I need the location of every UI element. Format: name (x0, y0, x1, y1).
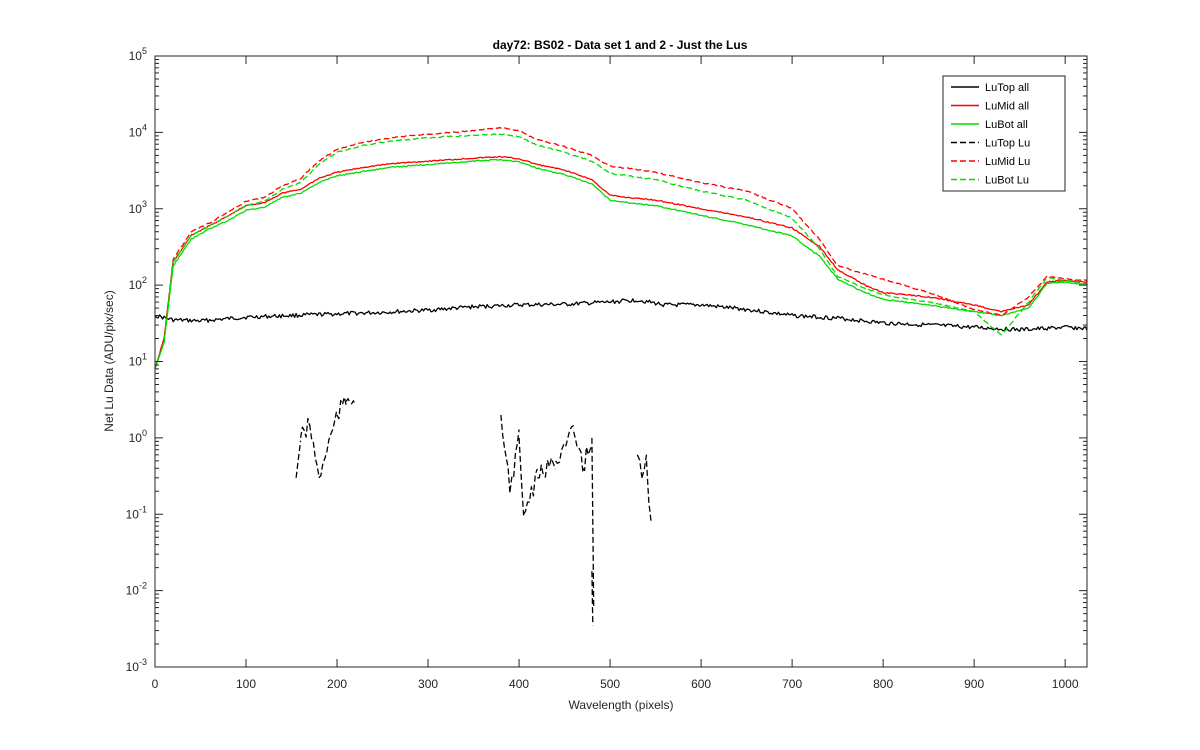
x-tick-label: 300 (418, 677, 438, 691)
x-tick-label: 600 (691, 677, 711, 691)
series-line-2 (154, 158, 1088, 370)
axes-layer: 0 100 200 300 400 500 600 700 800 900 100010-310-2… (126, 46, 1087, 691)
legend-entry: LuMid Lu (985, 156, 1030, 168)
x-tick-label: 900 (964, 677, 984, 691)
series-line-4 (154, 126, 1088, 370)
legend-entry: LuTop all (985, 82, 1029, 94)
legend-entry: LuMid all (985, 101, 1029, 113)
chart-title: day72: BS02 - Data set 1 and 2 - Just th… (493, 38, 748, 52)
legend-entry: LuBot all (985, 119, 1028, 131)
x-axis-label: Wavelength (pixels) (569, 698, 674, 712)
x-tick-label: 200 (327, 677, 347, 691)
series-line-3 (295, 396, 652, 626)
x-tick-label: 0 (152, 677, 159, 691)
series-line-0 (154, 298, 1088, 332)
series-layer (154, 126, 1088, 626)
x-tick-label: 700 (782, 677, 802, 691)
series-line-1 (154, 155, 1088, 370)
x-tick-label: 500 (600, 677, 620, 691)
x-tick-label: 800 (873, 677, 893, 691)
x-tick-label: 400 (509, 677, 529, 691)
series-line-5 (154, 133, 1087, 370)
x-tick-label: 100 (236, 677, 256, 691)
legend-entry: LuBot Lu (985, 175, 1029, 187)
legend: LuTop all LuMid all LuBot all LuTop Lu LuMid… (942, 75, 1066, 192)
y-axis-label: Net Lu Data (ADU/pix/sec) (102, 290, 116, 431)
legend-entry: LuTop Lu (985, 138, 1030, 150)
legend-box (942, 75, 1066, 192)
x-tick-label: 1000 (1052, 677, 1079, 691)
plot-area (155, 56, 1087, 667)
